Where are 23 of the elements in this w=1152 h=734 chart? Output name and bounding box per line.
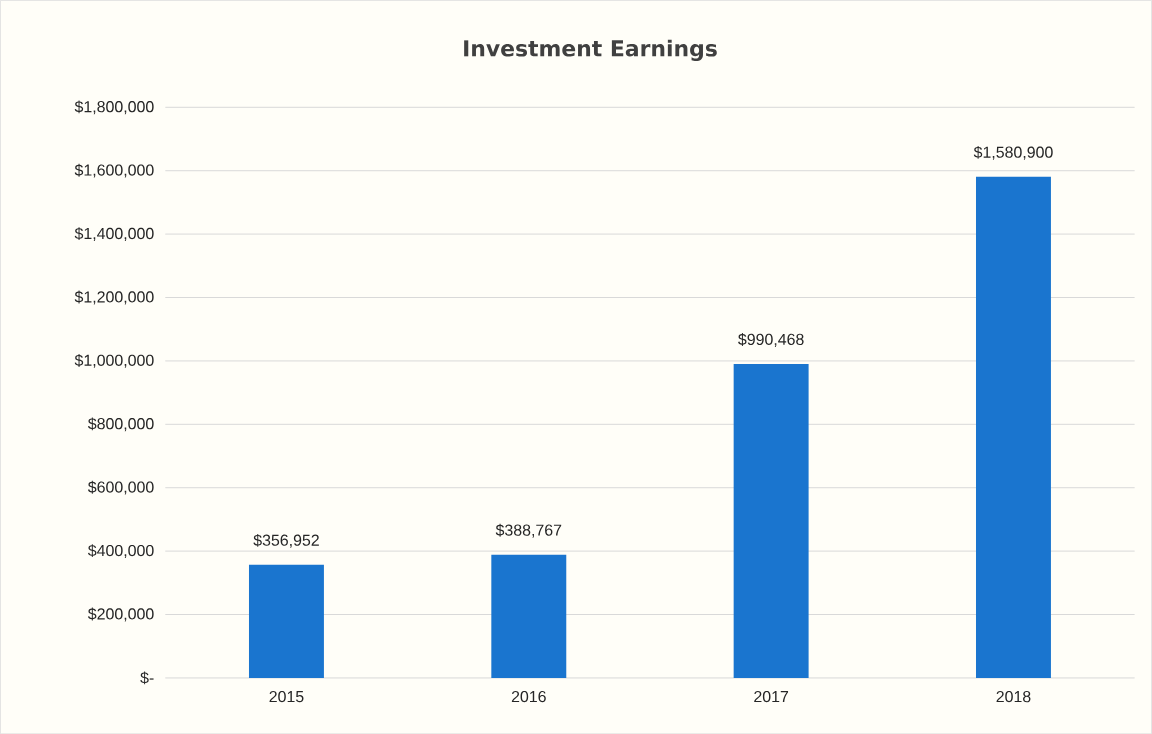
y-tick-label: $400,000: [87, 544, 154, 558]
data-label: $388,767: [495, 523, 562, 538]
bar: [248, 564, 324, 678]
x-tick-label: 2018: [996, 690, 1031, 703]
chart-title: Investment Earnings: [464, 39, 717, 61]
x-tick-label: 2016: [511, 690, 546, 703]
y-tick-label: $1,000,000: [74, 353, 154, 368]
y-tick-label: $1,200,000: [74, 290, 154, 305]
data-label: $990,468: [738, 332, 804, 347]
y-tick-label: $600,000: [87, 480, 154, 495]
y-tick-label: $1,600,000: [74, 163, 154, 178]
y-tick-label: $800,000: [87, 417, 154, 432]
x-tick-label: 2015: [269, 690, 304, 703]
bar: [733, 363, 809, 678]
y-tick-label: $1,400,000: [74, 227, 154, 241]
x-tick-label: 2017: [754, 690, 789, 703]
y-tick-label: $200,000: [87, 607, 154, 622]
data-label: $356,952: [253, 533, 319, 548]
y-tick-label: $1,800,000: [74, 100, 154, 115]
bar: [491, 554, 567, 678]
bar: [975, 176, 1051, 678]
data-label: $1,580,900: [973, 145, 1053, 160]
y-tick-label: $-: [140, 671, 154, 685]
